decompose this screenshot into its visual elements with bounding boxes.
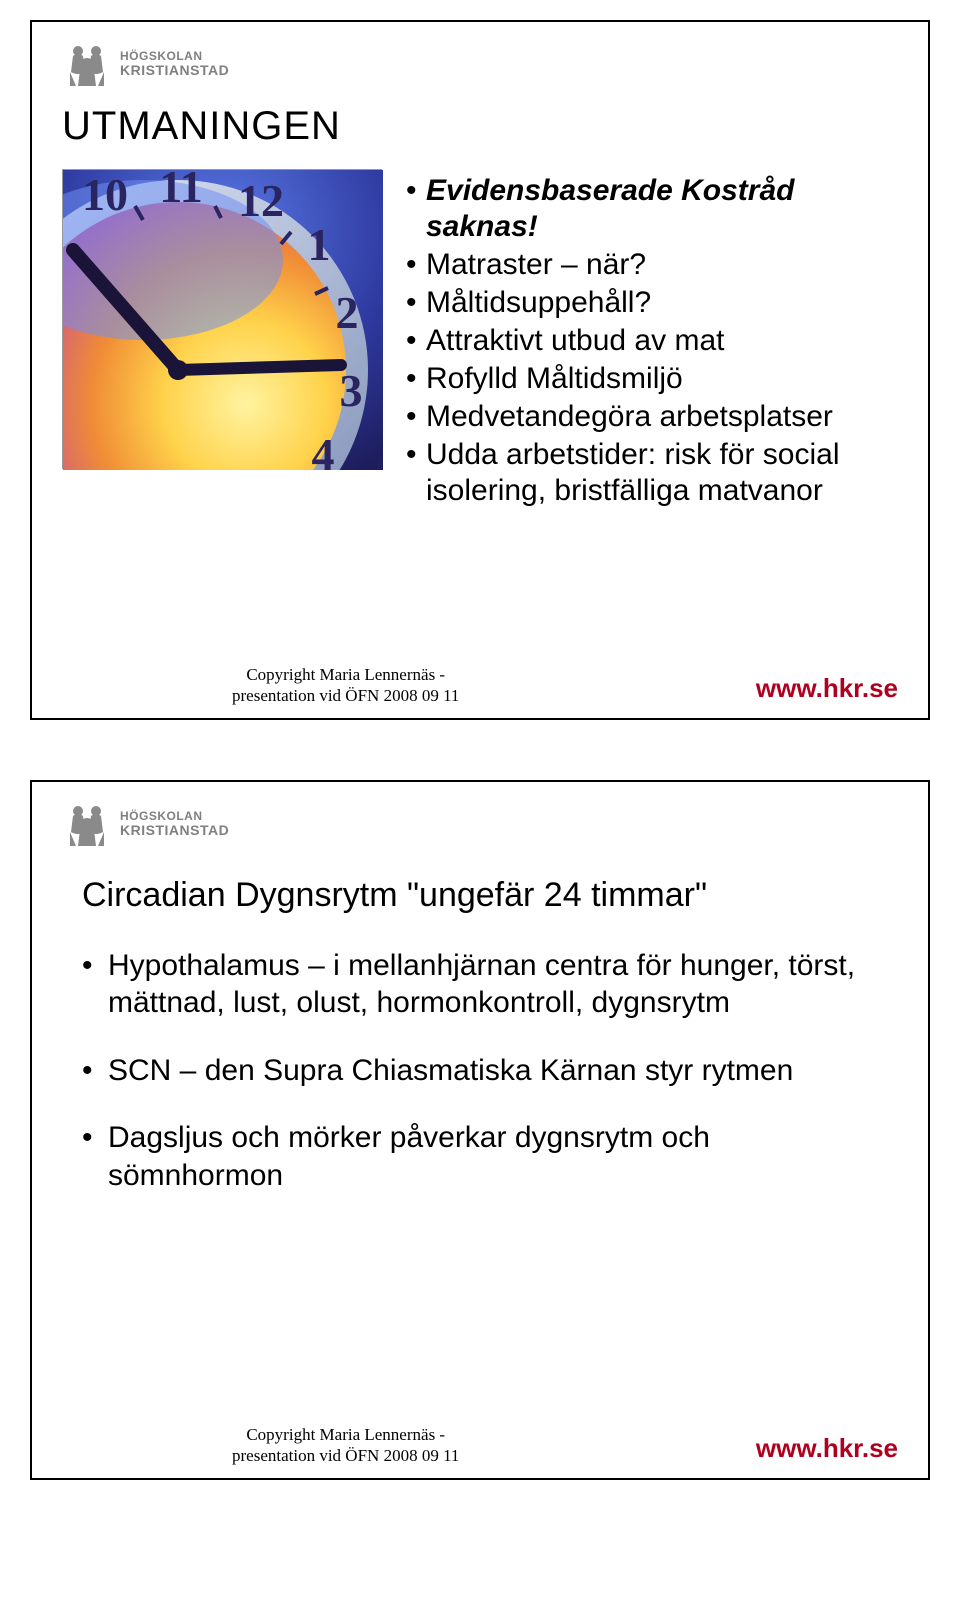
slide-1-bullets: Evidensbaserade Kostråd saknas! Matraste… xyxy=(406,169,898,511)
copyright: Copyright Maria Lennernäs - presentation… xyxy=(232,1424,459,1467)
list-item: Måltidsuppehåll? xyxy=(406,285,898,321)
list-item: Udda arbetstider: risk för social isoler… xyxy=(406,437,898,509)
copyright-line2: presentation vid ÖFN 2008 09 11 xyxy=(232,685,459,706)
list-item: Hypothalamus – i mellanhjärnan centra fö… xyxy=(82,947,878,1022)
logo: HÖGSKOLAN KRISTIANSTAD xyxy=(62,802,898,846)
slide-2: HÖGSKOLAN KRISTIANSTAD Circadian Dygnsry… xyxy=(30,780,930,1480)
list-item: SCN – den Supra Chiasmatiska Kärnan styr… xyxy=(82,1052,878,1090)
svg-text:11: 11 xyxy=(159,170,202,212)
list-item: Matraster – när? xyxy=(406,247,898,283)
copyright-line1: Copyright Maria Lennernäs - xyxy=(232,664,459,685)
svg-text:3: 3 xyxy=(340,365,363,416)
list-item: Dagsljus och mörker påverkar dygnsrytm o… xyxy=(82,1119,878,1194)
bullet-text: Hypothalamus – i mellanhjärnan centra fö… xyxy=(108,949,855,1020)
bullet-text: Dagsljus och mörker påverkar dygnsrytm o… xyxy=(108,1121,710,1192)
bullet-text: Medvetandegöra arbetsplatser xyxy=(426,400,833,433)
logo-line2: KRISTIANSTAD xyxy=(120,63,229,78)
bullet-text: Rofylld Måltidsmiljö xyxy=(426,362,683,395)
bullet-text: Udda arbetstider: risk för social isoler… xyxy=(426,438,840,507)
slide-2-body: Circadian Dygnsrytm "ungefär 24 timmar" … xyxy=(62,864,898,1416)
svg-text:12: 12 xyxy=(238,175,284,226)
bullet-text: SCN – den Supra Chiasmatiska Kärnan styr… xyxy=(108,1054,793,1087)
slide-2-footer: Copyright Maria Lennernäs - presentation… xyxy=(62,1424,898,1467)
slide-1: HÖGSKOLAN KRISTIANSTAD UTMANINGEN xyxy=(30,20,930,720)
slide-1-footer: Copyright Maria Lennernäs - presentation… xyxy=(62,664,898,707)
svg-text:1: 1 xyxy=(308,219,331,270)
copyright-line1: Copyright Maria Lennernäs - xyxy=(232,1424,459,1445)
slide-1-title: UTMANINGEN xyxy=(62,104,898,149)
logo-mark-icon xyxy=(62,42,112,86)
svg-text:2: 2 xyxy=(336,287,359,338)
list-item: Medvetandegöra arbetsplatser xyxy=(406,399,898,435)
logo-text: HÖGSKOLAN KRISTIANSTAD xyxy=(120,50,229,77)
logo-text: HÖGSKOLAN KRISTIANSTAD xyxy=(120,810,229,837)
list-item: Evidensbaserade Kostråd saknas! xyxy=(406,173,898,245)
list-item: Rofylld Måltidsmiljö xyxy=(406,361,898,397)
bullet-text: Matraster – när? xyxy=(426,248,646,281)
copyright: Copyright Maria Lennernäs - presentation… xyxy=(232,664,459,707)
logo-mark-icon xyxy=(62,802,112,846)
copyright-line2: presentation vid ÖFN 2008 09 11 xyxy=(232,1445,459,1466)
logo-line2: KRISTIANSTAD xyxy=(120,823,229,838)
bullet-text: Evidensbaserade Kostråd saknas! xyxy=(426,174,794,243)
bullet-text: Måltidsuppehåll? xyxy=(426,286,651,319)
slide-1-content: 9 10 11 12 1 2 3 4 8 5 xyxy=(62,169,898,511)
slide-2-bullets: Hypothalamus – i mellanhjärnan centra fö… xyxy=(82,947,878,1195)
svg-text:4: 4 xyxy=(312,429,335,470)
bullet-text: Attraktivt utbud av mat xyxy=(426,324,724,357)
slide-2-heading: Circadian Dygnsrytm "ungefär 24 timmar" xyxy=(82,874,878,917)
footer-url: www.hkr.se xyxy=(756,673,898,704)
svg-text:10: 10 xyxy=(82,170,128,220)
logo: HÖGSKOLAN KRISTIANSTAD xyxy=(62,42,898,86)
list-item: Attraktivt utbud av mat xyxy=(406,323,898,359)
footer-url: www.hkr.se xyxy=(756,1433,898,1464)
clock-image: 9 10 11 12 1 2 3 4 8 5 xyxy=(62,169,382,469)
